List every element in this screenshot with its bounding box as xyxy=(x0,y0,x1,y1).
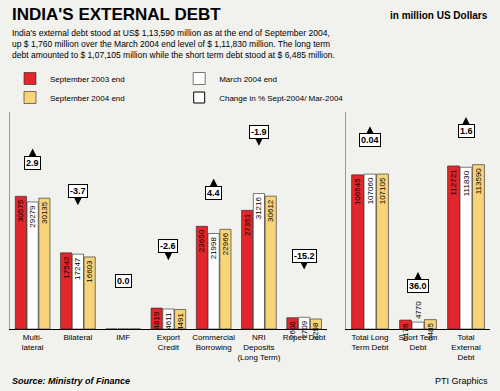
svg-text:September 2004 end: September 2004 end xyxy=(50,94,125,103)
svg-text:PTI Graphics: PTI Graphics xyxy=(435,376,488,386)
svg-text:in million US Dollars: in million US Dollars xyxy=(390,10,488,21)
svg-text:111830: 111830 xyxy=(462,170,471,196)
svg-text:30575: 30575 xyxy=(16,199,25,222)
svg-text:-15.2: -15.2 xyxy=(294,251,315,261)
svg-text:Short TermDebt: Short TermDebt xyxy=(399,333,438,352)
svg-text:17247: 17247 xyxy=(73,257,82,280)
svg-text:113590: 113590 xyxy=(474,168,483,195)
svg-text:17542: 17542 xyxy=(62,256,71,279)
svg-text:Source: Ministry of Finance: Source: Ministry of Finance xyxy=(12,376,130,386)
svg-text:112721: 112721 xyxy=(449,169,458,196)
svg-text:29279: 29279 xyxy=(28,205,37,228)
svg-text:NRIDeposits(Long Term): NRIDeposits(Long Term) xyxy=(237,333,280,363)
svg-text:6176: 6176 xyxy=(401,323,410,341)
svg-text:Total LongTerm Debt: Total LongTerm Debt xyxy=(352,333,390,352)
svg-text:27351: 27351 xyxy=(243,213,252,236)
svg-text:ExportCredit: ExportCredit xyxy=(157,333,181,352)
svg-text:2298: 2298 xyxy=(311,322,320,340)
svg-text:2.9: 2.9 xyxy=(26,158,39,168)
svg-text:107105: 107105 xyxy=(378,177,387,204)
svg-text:2608: 2608 xyxy=(288,321,297,339)
svg-text:March 2004 end: March 2004 end xyxy=(219,75,277,84)
svg-text:IMF: IMF xyxy=(116,333,130,342)
svg-text:107060: 107060 xyxy=(366,177,375,204)
svg-text:TotalExternalDebt: TotalExternalDebt xyxy=(451,333,481,363)
svg-text:-3.7: -3.7 xyxy=(70,186,86,196)
svg-text:16603: 16603 xyxy=(85,260,94,283)
svg-text:Multi-lateral: Multi-lateral xyxy=(22,333,44,352)
svg-text:4819: 4819 xyxy=(152,311,161,329)
svg-text:-2.6: -2.6 xyxy=(160,241,176,251)
svg-text:31216: 31216 xyxy=(254,197,263,220)
svg-text:2709: 2709 xyxy=(300,320,309,338)
svg-text:1.6: 1.6 xyxy=(460,126,473,136)
svg-text:30612: 30612 xyxy=(266,199,275,222)
svg-text:India's external debt stood at: India's external debt stood at US$ 1,13,… xyxy=(12,28,335,60)
svg-text:Bilateral: Bilateral xyxy=(63,333,92,342)
svg-text:-1.9: -1.9 xyxy=(251,127,267,137)
svg-text:36.0: 36.0 xyxy=(409,281,427,291)
svg-text:6485: 6485 xyxy=(426,323,435,341)
svg-text:30135: 30135 xyxy=(40,201,49,224)
svg-text:4611: 4611 xyxy=(164,312,173,330)
svg-text:23650: 23650 xyxy=(197,229,206,252)
svg-text:Change in % Sept-2004/ Mar-200: Change in % Sept-2004/ Mar-2004 xyxy=(219,94,343,103)
svg-text:22966: 22966 xyxy=(221,232,230,255)
svg-text:CommercialBorrowing: CommercialBorrowing xyxy=(192,333,235,352)
svg-text:INDIA'S EXTERNAL DEBT: INDIA'S EXTERNAL DEBT xyxy=(12,5,221,24)
svg-text:4491: 4491 xyxy=(176,313,185,331)
svg-text:4.4: 4.4 xyxy=(207,188,220,198)
svg-text:106545: 106545 xyxy=(353,178,362,205)
svg-text:4770: 4770 xyxy=(414,301,423,319)
svg-text:0.04: 0.04 xyxy=(361,135,379,145)
svg-text:September 2003 end: September 2003 end xyxy=(50,75,125,84)
svg-text:0.0: 0.0 xyxy=(117,276,130,286)
svg-text:21998: 21998 xyxy=(209,237,218,260)
svg-text:Rupee Debt: Rupee Debt xyxy=(283,333,326,342)
